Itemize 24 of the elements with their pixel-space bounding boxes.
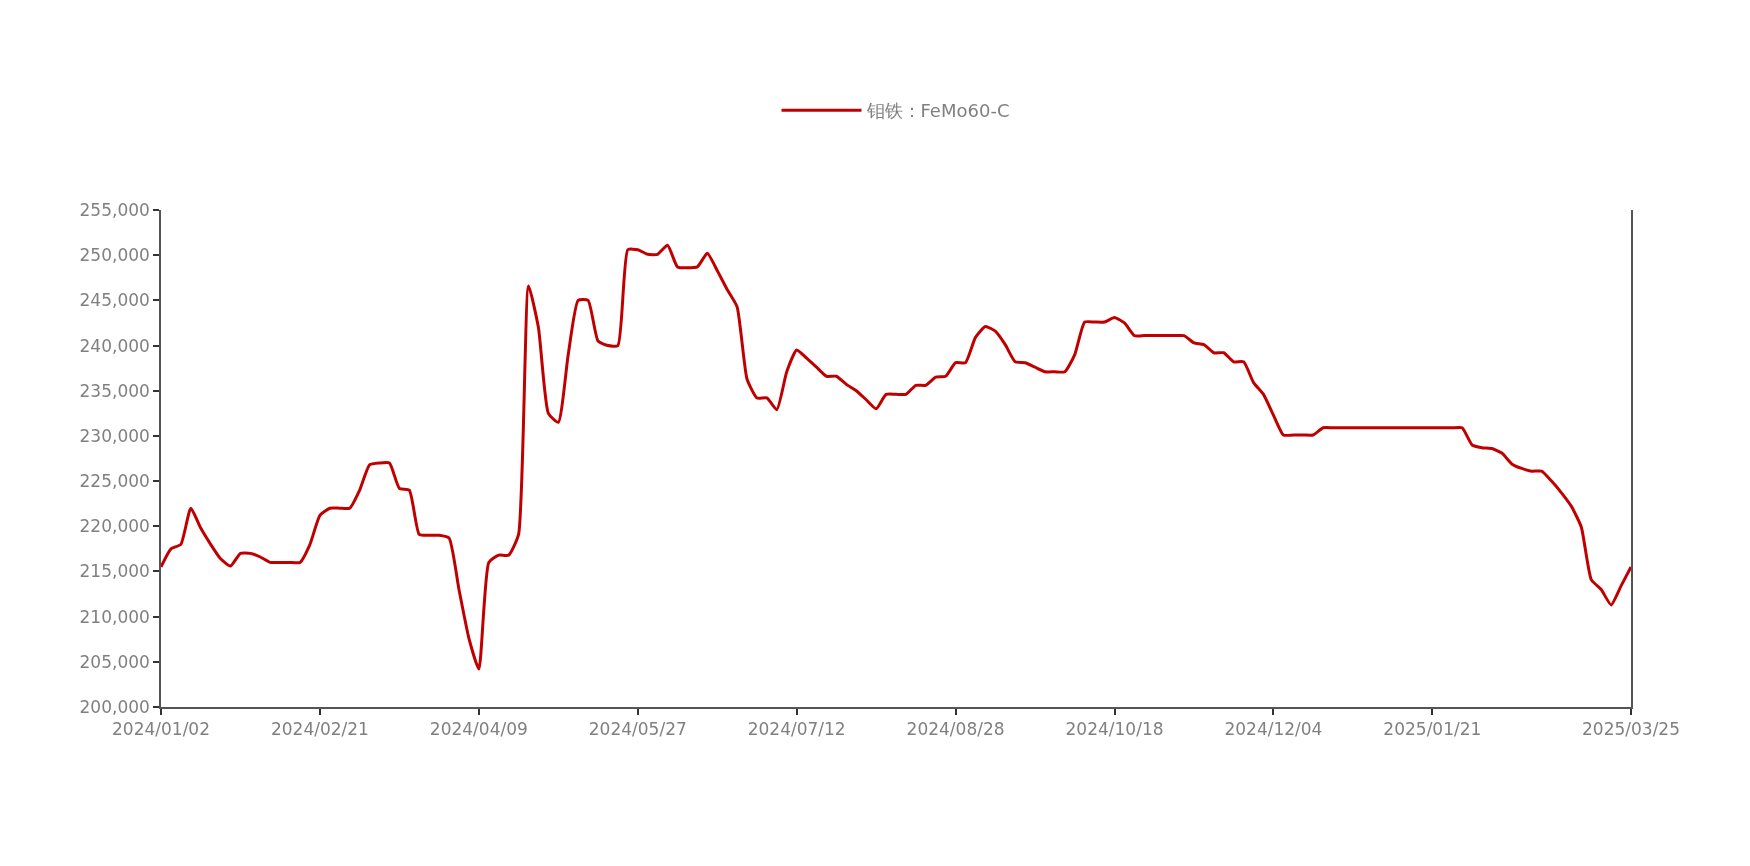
y-tick-label: 230,000	[79, 425, 150, 446]
y-tick-label: 205,000	[79, 651, 150, 672]
line-series	[161, 243, 1631, 671]
y-tick-label: 240,000	[79, 335, 150, 356]
y-tick-label: 210,000	[79, 606, 150, 627]
legend-label: 钼铁：FeMo60-C	[865, 100, 1010, 122]
x-tick-label: 2024/10/18	[1065, 719, 1164, 740]
x-tick-label: 2024/08/28	[906, 719, 1005, 740]
y-tick-label: 235,000	[79, 380, 150, 401]
y-tick-label: 225,000	[79, 471, 150, 492]
x-tick-label: 2024/01/02	[112, 719, 210, 740]
y-tick-label: 200,000	[79, 696, 150, 717]
x-tick-label: 2025/03/25	[1582, 719, 1680, 740]
y-tick-label: 255,000	[79, 199, 150, 220]
x-tick-label: 2025/01/21	[1383, 719, 1482, 740]
x-tick-label: 2024/05/27	[588, 719, 687, 740]
x-tick-label: 2024/12/04	[1224, 719, 1323, 740]
x-tick-label: 2024/02/21	[270, 719, 369, 740]
y-tick-label: 245,000	[79, 290, 150, 311]
y-tick-label: 220,000	[79, 516, 150, 537]
x-tick-label: 2024/07/12	[747, 719, 846, 740]
y-tick-label: 250,000	[79, 245, 150, 266]
x-tick-label: 2024/04/09	[429, 719, 528, 740]
y-tick-label: 215,000	[79, 561, 150, 582]
